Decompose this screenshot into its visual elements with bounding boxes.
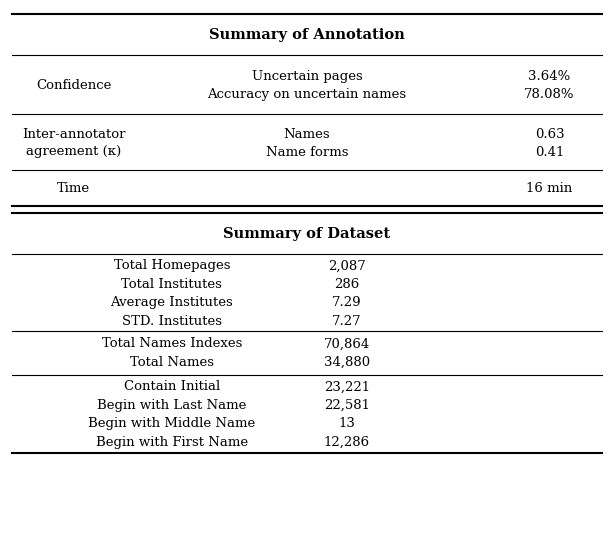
Text: Total Homepages
Total Institutes
Average Institutes
STD. Institutes: Total Homepages Total Institutes Average… <box>111 260 233 328</box>
Text: Summary of Dataset: Summary of Dataset <box>223 227 391 241</box>
Text: Time: Time <box>57 182 90 195</box>
Text: Contain Initial
Begin with Last Name
Begin with Middle Name
Begin with First Nam: Contain Initial Begin with Last Name Beg… <box>88 381 255 449</box>
Text: Confidence: Confidence <box>36 79 111 92</box>
Text: 23,221
22,581
13
12,286: 23,221 22,581 13 12,286 <box>324 381 370 449</box>
Text: 16 min: 16 min <box>526 182 573 195</box>
Text: Inter-annotator
agreement (κ): Inter-annotator agreement (κ) <box>22 128 125 158</box>
Text: Total Names Indexes
Total Names: Total Names Indexes Total Names <box>102 337 242 369</box>
Text: 3.64%
78.08%: 3.64% 78.08% <box>524 70 575 101</box>
Text: Uncertain pages
Accuracy on uncertain names: Uncertain pages Accuracy on uncertain na… <box>208 70 406 101</box>
Text: 0.63
0.41: 0.63 0.41 <box>535 128 564 158</box>
Text: 70,864
34,880: 70,864 34,880 <box>324 337 370 369</box>
Text: 2,087
286
7.29
7.27: 2,087 286 7.29 7.27 <box>328 260 366 328</box>
Text: Summary of Annotation: Summary of Annotation <box>209 28 405 42</box>
Text: Names
Name forms: Names Name forms <box>266 128 348 158</box>
